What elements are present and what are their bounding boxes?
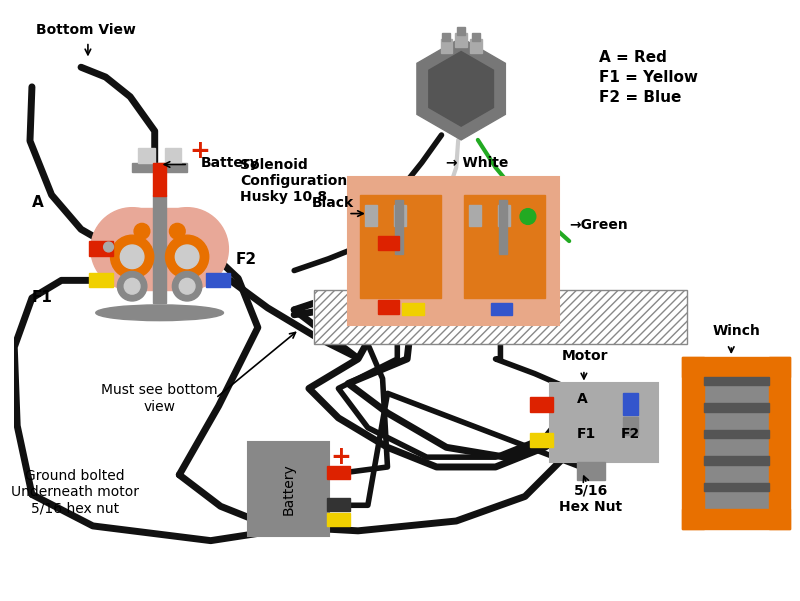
Bar: [132, 162, 187, 172]
Bar: [623, 417, 638, 435]
Bar: [490, 303, 512, 315]
Text: F1: F1: [32, 290, 53, 305]
Bar: [165, 148, 182, 162]
Circle shape: [134, 224, 150, 239]
Bar: [458, 27, 465, 35]
Text: A = Red: A = Red: [598, 50, 666, 66]
Bar: [682, 509, 790, 529]
Bar: [623, 393, 638, 415]
Text: Ground bolted
Underneath motor
5/16 hex nut: Ground bolted Underneath motor 5/16 hex …: [11, 469, 139, 515]
Bar: [89, 273, 114, 287]
Bar: [378, 300, 399, 314]
Bar: [682, 357, 704, 529]
Text: F2: F2: [620, 427, 639, 442]
Bar: [395, 200, 403, 254]
Circle shape: [179, 278, 195, 294]
Circle shape: [120, 245, 144, 269]
Bar: [122, 276, 142, 296]
Bar: [455, 33, 467, 47]
Text: Black: Black: [312, 196, 354, 210]
Bar: [499, 200, 507, 254]
Bar: [206, 273, 230, 287]
Text: →Green: →Green: [569, 218, 628, 233]
Bar: [402, 303, 424, 315]
Text: Solenoid
Configuration
Husky 10,8: Solenoid Configuration Husky 10,8: [240, 157, 347, 204]
Text: A: A: [32, 195, 44, 210]
Bar: [470, 38, 482, 52]
Bar: [704, 483, 769, 491]
Bar: [464, 195, 545, 298]
Bar: [326, 513, 350, 526]
Bar: [132, 208, 187, 290]
Bar: [360, 195, 441, 298]
Polygon shape: [417, 38, 506, 140]
Bar: [472, 33, 480, 41]
Ellipse shape: [96, 305, 223, 321]
Circle shape: [175, 245, 199, 269]
Bar: [704, 456, 769, 465]
Bar: [326, 466, 350, 479]
Bar: [682, 357, 790, 377]
Circle shape: [104, 242, 114, 252]
Text: → White: → White: [446, 156, 509, 171]
Circle shape: [118, 272, 147, 301]
Bar: [704, 403, 769, 412]
Bar: [314, 290, 687, 344]
Bar: [704, 377, 769, 385]
Bar: [89, 241, 114, 256]
Bar: [378, 236, 399, 250]
Circle shape: [520, 209, 536, 224]
Bar: [248, 442, 329, 535]
Bar: [365, 205, 377, 227]
Bar: [530, 433, 554, 447]
Bar: [469, 205, 481, 227]
Bar: [554, 395, 571, 413]
Polygon shape: [429, 52, 494, 126]
Bar: [326, 498, 350, 511]
Bar: [153, 162, 166, 196]
Text: Winch: Winch: [712, 325, 760, 338]
Circle shape: [91, 208, 174, 290]
Text: 5/16
Hex Nut: 5/16 Hex Nut: [559, 484, 622, 514]
Bar: [178, 276, 197, 296]
Bar: [530, 397, 554, 412]
Circle shape: [110, 235, 154, 278]
Bar: [704, 377, 769, 509]
Bar: [577, 462, 605, 480]
Bar: [554, 431, 571, 448]
Circle shape: [124, 278, 140, 294]
Text: Must see bottom
view: Must see bottom view: [102, 383, 218, 413]
Circle shape: [146, 208, 228, 290]
Circle shape: [170, 224, 185, 239]
Text: F2: F2: [235, 252, 256, 267]
Bar: [442, 33, 450, 41]
Bar: [498, 205, 510, 227]
Bar: [704, 430, 769, 438]
Text: +: +: [330, 445, 351, 469]
Text: A: A: [577, 392, 588, 406]
Bar: [153, 195, 166, 303]
Text: +: +: [189, 139, 210, 163]
Circle shape: [172, 272, 202, 301]
Bar: [138, 148, 154, 162]
Bar: [394, 205, 406, 227]
Bar: [314, 290, 687, 344]
Text: F1: F1: [577, 427, 596, 442]
Bar: [769, 357, 790, 529]
Bar: [441, 38, 452, 52]
Circle shape: [166, 235, 209, 278]
Text: Bottom View: Bottom View: [36, 23, 136, 37]
Text: Motor: Motor: [562, 349, 608, 363]
Text: Battery: Battery: [282, 463, 295, 515]
Bar: [550, 383, 658, 462]
Bar: [348, 177, 559, 325]
Text: Battery: Battery: [201, 156, 260, 171]
Text: F2 = Blue: F2 = Blue: [598, 90, 681, 105]
Text: F1 = Yellow: F1 = Yellow: [598, 70, 698, 85]
